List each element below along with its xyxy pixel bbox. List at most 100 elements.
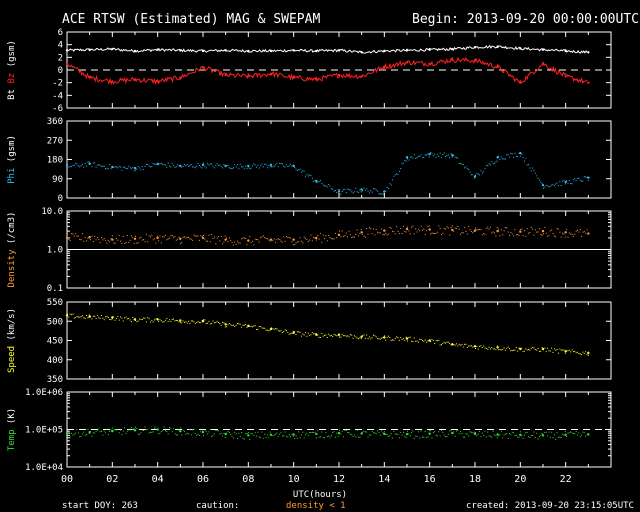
- scatter-point-temp: [76, 428, 78, 430]
- scatter-point-temp: [480, 436, 482, 438]
- scatter-point-speed: [577, 351, 578, 353]
- scatter-point-phi: [567, 182, 569, 184]
- scatter-point-density: [292, 244, 294, 246]
- scatter-point-phi: [139, 167, 141, 169]
- scatter-point-phi: [181, 166, 183, 168]
- scatter-point-phi: [295, 168, 297, 170]
- scatter-point-phi: [152, 162, 154, 164]
- scatter-point-speed: [324, 334, 326, 336]
- scatter-point-temp: [130, 427, 132, 429]
- scatter-point-speed: [364, 337, 366, 339]
- scatter-point-phi: [147, 163, 149, 165]
- scatter-point-phi: [216, 163, 218, 165]
- scatter-point-phi: [513, 156, 515, 158]
- scatter-point-temp: [483, 434, 485, 436]
- scatter-point-speed: [358, 338, 360, 340]
- scatter-point-density: [371, 233, 373, 235]
- scatter-point-speed: [106, 315, 108, 317]
- series-bz-line: [66, 56, 588, 86]
- scatter-point-phi: [325, 185, 327, 187]
- data-point-bt: [360, 51, 363, 54]
- scatter-point-temp: [322, 437, 324, 439]
- scatter-point-density: [145, 233, 147, 235]
- data-point-phi: [519, 151, 522, 155]
- scatter-point-phi: [275, 164, 277, 166]
- scatter-point-temp: [288, 434, 290, 436]
- scatter-point-density: [110, 238, 112, 240]
- scatter-point-temp: [487, 431, 489, 433]
- scatter-point-speed: [398, 339, 400, 341]
- scatter-point-density: [179, 243, 181, 245]
- scatter-point-phi: [352, 192, 354, 194]
- scatter-point-phi: [149, 166, 151, 168]
- scatter-point-density: [243, 237, 245, 239]
- data-point-phi: [337, 190, 341, 193]
- scatter-point-phi: [194, 167, 196, 169]
- scatter-point-speed: [353, 335, 355, 337]
- scatter-point-temp: [557, 436, 559, 438]
- scatter-point-phi: [579, 179, 581, 181]
- scatter-point-density: [101, 237, 102, 239]
- scatter-point-phi: [122, 166, 124, 168]
- scatter-point-speed: [454, 344, 456, 346]
- scatter-point-speed: [525, 348, 527, 350]
- scatter-point-phi: [525, 157, 527, 159]
- data-point-bt: [541, 48, 545, 51]
- scatter-point-temp: [530, 435, 532, 437]
- scatter-point-density: [156, 235, 158, 237]
- scatter-point-phi: [171, 162, 173, 164]
- scatter-point-phi: [91, 166, 93, 168]
- scatter-point-speed: [208, 320, 210, 322]
- scatter-point-density: [314, 237, 316, 239]
- scatter-point-phi: [260, 165, 262, 167]
- data-point-speed: [224, 323, 227, 326]
- scatter-point-density: [71, 233, 73, 235]
- scatter-point-density: [370, 228, 372, 230]
- scatter-point-temp: [118, 432, 120, 434]
- scatter-point-density: [575, 230, 577, 232]
- scatter-point-temp: [135, 426, 136, 428]
- scatter-point-phi: [526, 164, 528, 166]
- scatter-point-speed: [383, 335, 385, 337]
- scatter-point-density: [317, 235, 319, 237]
- scatter-point-temp: [398, 437, 400, 439]
- scatter-point-temp: [336, 432, 338, 434]
- scatter-point-speed: [137, 320, 139, 322]
- scatter-point-density: [124, 243, 126, 245]
- scatter-point-density: [570, 233, 572, 235]
- scatter-point-speed: [563, 349, 565, 351]
- scatter-point-density: [495, 235, 497, 237]
- scatter-point-temp: [586, 433, 588, 435]
- scatter-point-density: [374, 234, 376, 236]
- data-point-temp: [179, 430, 182, 433]
- scatter-point-phi: [71, 166, 73, 168]
- scatter-point-phi: [80, 165, 82, 167]
- scatter-point-speed: [421, 340, 423, 342]
- scatter-point-speed: [586, 354, 588, 356]
- scatter-point-temp: [417, 431, 419, 433]
- scatter-point-phi: [238, 168, 240, 170]
- scatter-point-phi: [126, 168, 128, 170]
- scatter-point-temp: [275, 433, 277, 435]
- scatter-point-density: [427, 226, 429, 228]
- scatter-point-phi: [213, 167, 215, 169]
- data-point-bz: [247, 75, 250, 78]
- scatter-point-phi: [135, 169, 136, 171]
- scatter-point-temp: [396, 433, 398, 435]
- scatter-point-phi: [457, 157, 459, 159]
- scatter-point-density: [525, 235, 527, 237]
- scatter-point-density: [169, 237, 170, 239]
- x-tick-label: 10: [288, 474, 300, 485]
- caution-label: caution:: [196, 501, 239, 511]
- data-point-density: [337, 233, 341, 237]
- scatter-point-phi: [209, 163, 211, 165]
- scatter-point-phi: [434, 153, 436, 155]
- scatter-point-temp: [551, 431, 553, 433]
- scatter-point-speed: [344, 335, 346, 337]
- scatter-point-phi: [272, 166, 274, 168]
- scatter-point-density: [360, 228, 362, 230]
- scatter-point-phi: [543, 187, 544, 189]
- scatter-point-phi: [227, 165, 229, 167]
- scatter-point-speed: [280, 330, 282, 332]
- scatter-point-phi: [228, 167, 230, 169]
